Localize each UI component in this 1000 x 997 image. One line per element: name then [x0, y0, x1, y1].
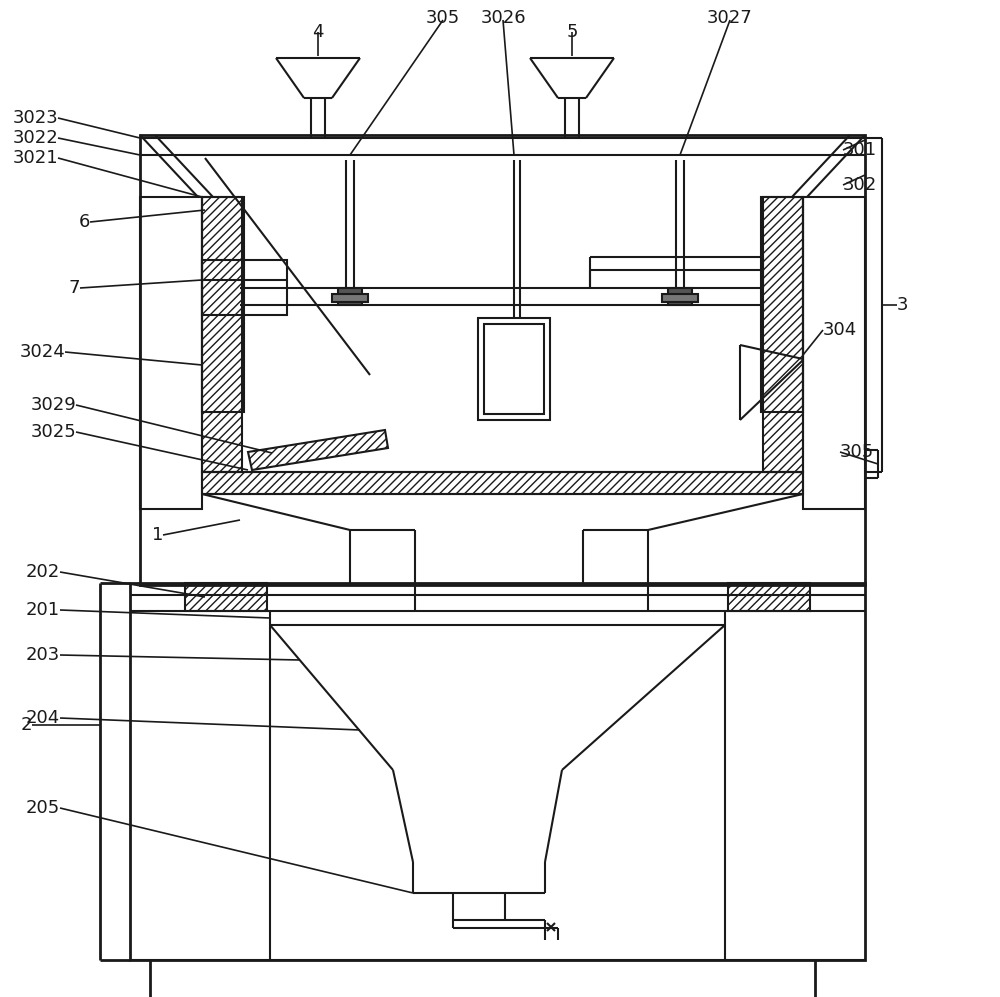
Text: 3022: 3022 — [12, 129, 58, 147]
Text: 3023: 3023 — [12, 109, 58, 127]
Bar — [332, 294, 368, 302]
Text: 305: 305 — [840, 443, 874, 461]
Text: 205: 205 — [26, 799, 60, 817]
Bar — [202, 197, 244, 412]
Text: 3025: 3025 — [30, 423, 76, 441]
Bar — [761, 197, 803, 412]
Text: 6: 6 — [79, 213, 90, 231]
Text: 3021: 3021 — [12, 149, 58, 167]
Text: 4: 4 — [312, 23, 324, 41]
Text: 304: 304 — [823, 321, 857, 339]
Text: 202: 202 — [26, 563, 60, 581]
Text: 1: 1 — [152, 526, 163, 544]
Bar — [763, 197, 803, 472]
Text: 3029: 3029 — [30, 396, 76, 414]
Bar — [185, 583, 267, 611]
Bar — [478, 318, 550, 420]
Text: 3027: 3027 — [707, 9, 753, 27]
Text: 3: 3 — [897, 296, 908, 314]
Text: 201: 201 — [26, 601, 60, 619]
Text: 302: 302 — [843, 176, 877, 194]
Text: 3026: 3026 — [480, 9, 526, 27]
Bar — [140, 135, 865, 585]
Text: 203: 203 — [26, 646, 60, 664]
Bar — [130, 583, 865, 960]
Bar — [202, 260, 287, 315]
Text: 305: 305 — [426, 9, 460, 27]
Bar — [338, 288, 362, 305]
Bar — [803, 197, 865, 509]
Text: 204: 204 — [26, 709, 60, 727]
Bar — [662, 294, 698, 302]
Bar — [202, 472, 803, 494]
Bar — [728, 583, 810, 611]
Text: 2: 2 — [20, 716, 32, 734]
Text: 5: 5 — [566, 23, 578, 41]
Text: 3024: 3024 — [19, 343, 65, 361]
Bar — [484, 324, 544, 414]
Text: 7: 7 — [68, 279, 80, 297]
Bar — [202, 197, 242, 472]
Bar — [668, 288, 692, 305]
Bar — [140, 197, 202, 509]
Text: 301: 301 — [843, 141, 877, 159]
